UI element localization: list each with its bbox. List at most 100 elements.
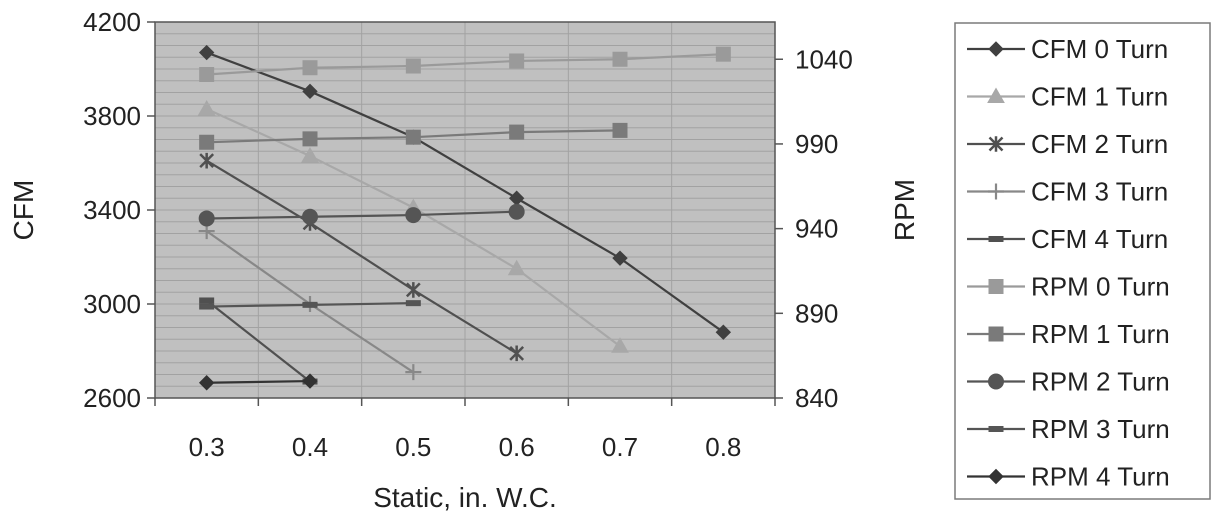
y-tick-label: 3400 [83,195,141,225]
series-rpm-1-turn [199,122,628,150]
legend-item: RPM 1 Turn [967,319,1170,349]
data-point [507,259,526,276]
legend-marker-icon [988,183,1004,200]
data-point [405,300,421,307]
x-tick-label: 0.5 [395,432,431,462]
legend-item: RPM 4 Turn [967,462,1170,492]
legend-label: RPM 0 Turn [1031,272,1170,302]
legend-label: RPM 3 Turn [1031,414,1170,444]
data-point [198,44,215,61]
data-point [199,152,215,169]
data-point [198,375,215,391]
series-line [206,159,518,355]
series-rpm-0-turn [199,46,731,83]
legend-item: RPM 0 Turn [967,272,1170,302]
y2-tick-label: 890 [795,298,838,328]
data-point [715,46,731,62]
legend-item: CFM 1 Turn [967,82,1168,112]
x-tick-label: 0.6 [499,432,535,462]
series-line [205,299,311,383]
data-point [509,345,525,362]
series-line [206,53,724,76]
y2-tick-label: 990 [795,129,838,159]
data-point [405,282,421,298]
data-point [509,124,525,140]
data-point [508,203,525,220]
legend-marker-icon [988,373,1004,390]
data-point [302,131,318,147]
legend-marker-icon [988,326,1004,342]
series-line [206,51,724,334]
series-rpm-4-turn [198,373,318,391]
legend: CFM 0 Turn CFM 1 Turn CFM 2 Turn CFM 3 Turn… [954,22,1211,500]
legend-label: RPM 1 Turn [1031,319,1170,349]
x-tick-label: 0.3 [189,432,225,462]
legend-label: CFM 2 Turn [1031,129,1168,159]
legend-item: CFM 4 Turn [967,224,1168,254]
data-point [509,53,525,69]
data-point [302,83,318,100]
data-point [405,207,422,224]
legend-label: CFM 1 Turn [1031,82,1168,112]
legend-marker-icon [987,87,1005,103]
y2-tick-label: 940 [795,214,838,244]
x-tick-label: 0.4 [292,432,328,462]
legend-marker-icon [988,426,1004,432]
data-point [199,303,215,310]
data-point [199,134,215,150]
legend-marker-icon [988,279,1004,294]
x-tick-label: 0.8 [705,432,741,462]
legend-label: RPM 4 Turn [1031,462,1170,492]
legend-marker-icon [988,136,1004,152]
data-point [302,208,318,225]
data-point [612,250,628,266]
legend-item: CFM 3 Turn [967,177,1168,207]
data-point [199,297,215,304]
y-tick-label: 3800 [83,101,141,131]
data-point [198,210,215,227]
legend-marker-icon [988,236,1004,242]
data-point [302,60,318,76]
legend-label: CFM 0 Turn [1031,34,1168,64]
legend-label: CFM 4 Turn [1031,224,1168,254]
series-line [206,379,311,384]
data-point [197,99,216,116]
data-point [301,146,319,163]
tick-labels: 2600 3000 3400 3800 4200 840 890 940 990 1040 0.3 0… [83,7,853,462]
data-point [612,51,628,67]
data-point [302,373,318,389]
y2-axis-title: RPM [889,179,920,241]
x-tick-label: 0.7 [602,432,638,462]
grid [155,22,775,398]
legend-item: CFM 0 Turn [967,34,1168,64]
x-axis-title: Static, in. W.C. [373,482,557,513]
legend-marker-icon [988,468,1004,485]
legend-label: CFM 3 Turn [1031,177,1168,207]
data-point [715,324,732,340]
legend-label: RPM 2 Turn [1031,367,1170,397]
y-tick-label: 2600 [83,383,141,413]
data-point [405,129,421,145]
y-tick-label: 3000 [83,289,141,319]
y-axis-title: CFM [8,180,39,241]
data-point [611,337,629,353]
data-point [612,122,628,138]
data-point [302,301,318,308]
data-point [199,67,215,83]
series-cfm-2-turn [199,152,525,362]
series [197,44,732,391]
y2-tick-label: 1040 [795,44,853,74]
data-point [405,58,421,74]
axes [147,21,783,406]
series-line [206,210,517,220]
legend-marker-icon [988,41,1004,57]
series-rpm-2-turn [198,203,525,227]
legend-item: RPM 3 Turn [967,414,1170,444]
y2-tick-label: 840 [795,383,838,413]
y-tick-label: 4200 [83,7,141,37]
data-point [405,364,422,381]
legend-item: RPM 2 Turn [967,367,1170,397]
legend-item: CFM 2 Turn [967,129,1168,159]
series-rpm-3-turn [199,300,421,310]
